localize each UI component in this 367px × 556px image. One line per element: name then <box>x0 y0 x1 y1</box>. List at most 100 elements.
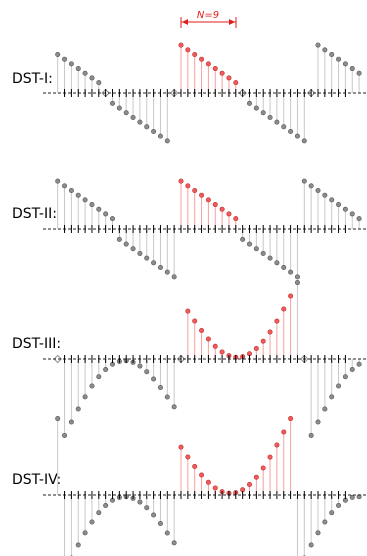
sample-point <box>301 138 307 144</box>
sample-point <box>75 66 81 72</box>
sample-point <box>137 250 143 256</box>
sample-point <box>178 42 184 48</box>
axis-ticks <box>64 355 346 363</box>
sample-point <box>233 216 239 222</box>
sample-point <box>89 519 95 525</box>
sample-point <box>356 70 362 76</box>
sample-point <box>329 510 335 516</box>
sample-point <box>123 110 129 116</box>
sample-point <box>315 42 321 48</box>
sample-point <box>349 66 355 72</box>
n-arrow-right <box>229 19 235 25</box>
sample-point <box>205 336 211 342</box>
panel-label: DST-III: <box>12 336 61 352</box>
sample-point <box>144 505 150 511</box>
sample-point <box>144 255 150 261</box>
sample-point <box>253 105 259 111</box>
sample-point <box>89 383 95 389</box>
sample-point <box>274 318 280 324</box>
sample-point <box>356 361 362 367</box>
sample-point <box>96 510 102 516</box>
sample-point <box>171 274 177 280</box>
zero-marker <box>53 354 62 364</box>
sample-point <box>62 432 68 438</box>
sample-point <box>89 202 95 208</box>
sample-point <box>151 260 157 266</box>
sample-point <box>96 80 102 86</box>
panel-iv: DST-IV: <box>12 416 366 556</box>
sample-point <box>267 329 273 335</box>
sample-point <box>185 308 191 314</box>
sample-point <box>253 246 259 252</box>
sample-point <box>308 542 314 548</box>
sample-point <box>171 540 177 546</box>
sample-point <box>103 366 109 372</box>
sample-point <box>192 52 198 58</box>
sample-point <box>205 197 211 203</box>
sample-point <box>192 318 198 324</box>
sample-point <box>110 216 116 222</box>
sample-point <box>349 366 355 372</box>
sample-point <box>301 178 307 184</box>
sample-point <box>137 363 143 369</box>
axis-ticks <box>64 225 346 233</box>
sample-point <box>157 133 163 139</box>
n-arrow-left <box>182 19 188 25</box>
sample-point <box>205 479 211 485</box>
sample-point <box>82 530 88 536</box>
sample-point <box>151 376 157 382</box>
sample-point <box>288 416 294 422</box>
sample-point <box>164 530 170 536</box>
sample-point <box>267 454 273 460</box>
sample-point <box>171 404 177 410</box>
sample-point <box>329 52 335 58</box>
n-annotation: N=9 <box>180 10 237 28</box>
sample-point <box>137 499 143 505</box>
sample-point <box>116 105 122 111</box>
sample-point <box>110 100 116 106</box>
panel-label: DST-II: <box>12 206 57 222</box>
sample-point <box>281 124 287 130</box>
sample-point <box>336 383 342 389</box>
sample-point <box>274 260 280 266</box>
sample-point <box>144 124 150 130</box>
sample-point <box>157 521 163 527</box>
sample-point <box>75 192 81 198</box>
sample-point <box>336 502 342 508</box>
sample-point <box>157 385 163 391</box>
sample-point <box>75 406 81 412</box>
sample-point <box>267 255 273 261</box>
panel-label: DST-IV: <box>12 472 61 488</box>
sample-point <box>151 128 157 134</box>
sample-point <box>82 394 88 400</box>
sample-point <box>151 512 157 518</box>
sample-point <box>199 56 205 62</box>
sample-point <box>226 211 232 217</box>
sample-point <box>199 327 205 333</box>
sample-point <box>164 269 170 275</box>
sample-point <box>226 75 232 81</box>
stems <box>55 416 362 556</box>
sample-point <box>322 519 328 525</box>
sample-point <box>260 110 266 116</box>
sample-point <box>55 52 61 58</box>
sample-point <box>178 178 184 184</box>
sample-point <box>89 75 95 81</box>
sample-point <box>247 100 253 106</box>
sample-point <box>336 56 342 62</box>
sample-point <box>212 343 218 349</box>
sample-point <box>349 494 355 500</box>
sample-point <box>247 241 253 247</box>
sample-point <box>329 394 335 400</box>
sample-point <box>116 236 122 242</box>
sample-point <box>68 61 74 67</box>
sample-point <box>342 374 348 380</box>
sample-point <box>82 70 88 76</box>
sample-point <box>294 133 300 139</box>
sample-point <box>356 216 362 222</box>
sample-point <box>199 472 205 478</box>
stems <box>55 42 362 144</box>
sample-point <box>164 394 170 400</box>
